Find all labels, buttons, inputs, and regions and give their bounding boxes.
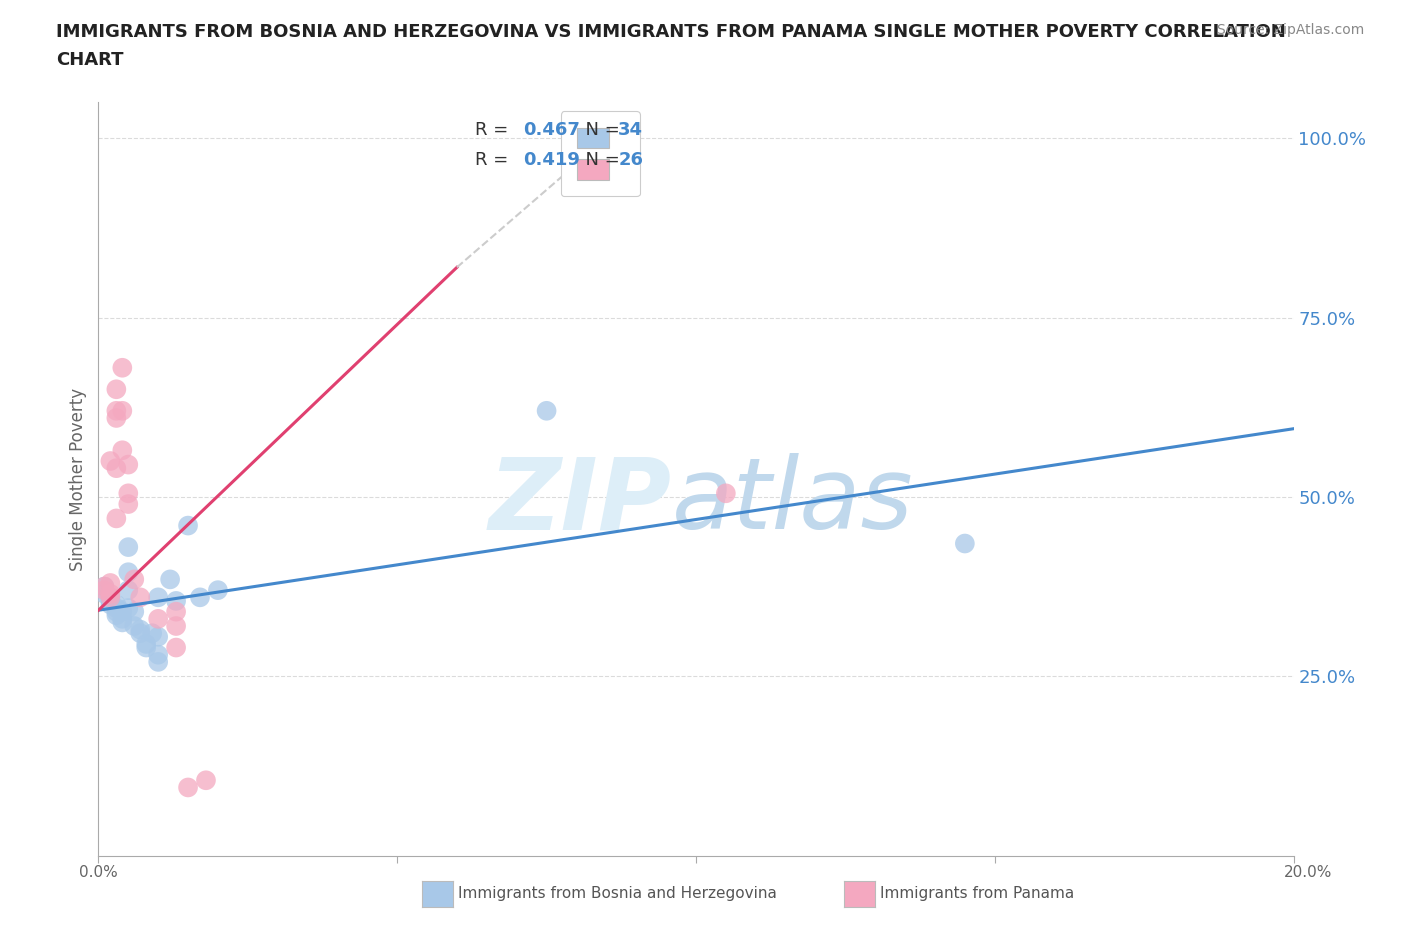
Point bbox=[124, 618, 146, 633]
Point bbox=[98, 597, 122, 612]
Point bbox=[105, 460, 128, 475]
Point bbox=[117, 539, 139, 554]
Text: R =: R = bbox=[475, 152, 513, 169]
Point bbox=[165, 618, 187, 633]
Point bbox=[117, 601, 139, 616]
Text: 26: 26 bbox=[619, 152, 644, 169]
Text: Source: ZipAtlas.com: Source: ZipAtlas.com bbox=[1216, 23, 1364, 37]
Point bbox=[135, 640, 157, 655]
Point bbox=[105, 511, 128, 525]
Text: 34: 34 bbox=[619, 121, 644, 140]
Text: R =: R = bbox=[475, 121, 513, 140]
Text: 0.419: 0.419 bbox=[523, 152, 579, 169]
Point bbox=[105, 601, 128, 616]
Point bbox=[177, 518, 200, 533]
Point bbox=[105, 604, 128, 619]
Point bbox=[124, 604, 146, 619]
Point bbox=[207, 583, 229, 598]
Point bbox=[93, 579, 115, 594]
Point bbox=[177, 780, 200, 795]
Point bbox=[188, 590, 211, 604]
Text: ZIP: ZIP bbox=[489, 453, 672, 550]
Text: N =: N = bbox=[574, 121, 626, 140]
Point bbox=[93, 579, 115, 594]
Point bbox=[105, 608, 128, 623]
Point bbox=[98, 454, 122, 469]
Text: 0.0%: 0.0% bbox=[79, 865, 118, 880]
Point bbox=[111, 404, 134, 418]
Text: 20.0%: 20.0% bbox=[1284, 865, 1331, 880]
Point bbox=[117, 485, 139, 500]
Point bbox=[98, 576, 122, 591]
Point bbox=[111, 611, 134, 626]
Point bbox=[129, 626, 152, 641]
Point bbox=[117, 458, 139, 472]
Point bbox=[98, 586, 122, 601]
Y-axis label: Single Mother Poverty: Single Mother Poverty bbox=[69, 388, 87, 570]
Point bbox=[105, 410, 128, 425]
Text: Immigrants from Panama: Immigrants from Panama bbox=[880, 886, 1074, 901]
Text: 0.467: 0.467 bbox=[523, 121, 579, 140]
Legend: , : , bbox=[561, 112, 640, 196]
Text: Immigrants from Bosnia and Herzegovina: Immigrants from Bosnia and Herzegovina bbox=[458, 886, 778, 901]
Point bbox=[111, 360, 134, 375]
Point bbox=[165, 640, 187, 655]
Point bbox=[105, 597, 128, 612]
Point bbox=[98, 590, 122, 604]
Point bbox=[129, 590, 152, 604]
Point bbox=[159, 572, 181, 587]
Point bbox=[148, 655, 170, 670]
Point bbox=[148, 590, 170, 604]
Point bbox=[141, 626, 163, 641]
Point bbox=[111, 604, 134, 619]
Point bbox=[165, 604, 187, 619]
Point bbox=[135, 636, 157, 651]
Point bbox=[165, 593, 187, 608]
Point bbox=[111, 443, 134, 458]
Point bbox=[105, 404, 128, 418]
Point bbox=[536, 404, 558, 418]
Text: IMMIGRANTS FROM BOSNIA AND HERZEGOVINA VS IMMIGRANTS FROM PANAMA SINGLE MOTHER P: IMMIGRANTS FROM BOSNIA AND HERZEGOVINA V… bbox=[56, 23, 1286, 41]
Point bbox=[148, 611, 170, 626]
Text: atlas: atlas bbox=[672, 453, 914, 550]
Point bbox=[953, 536, 976, 551]
Point bbox=[105, 382, 128, 397]
Point bbox=[98, 590, 122, 604]
Point bbox=[124, 572, 146, 587]
Point bbox=[117, 497, 139, 512]
Point bbox=[117, 565, 139, 579]
Point bbox=[111, 615, 134, 630]
Point bbox=[195, 773, 218, 788]
Point bbox=[98, 593, 122, 608]
Point bbox=[714, 485, 737, 500]
Point bbox=[129, 622, 152, 637]
Point bbox=[148, 630, 170, 644]
Text: N =: N = bbox=[574, 152, 626, 169]
Text: CHART: CHART bbox=[56, 51, 124, 69]
Point bbox=[148, 647, 170, 662]
Point bbox=[93, 586, 115, 601]
Point bbox=[117, 583, 139, 598]
Point bbox=[93, 583, 115, 598]
